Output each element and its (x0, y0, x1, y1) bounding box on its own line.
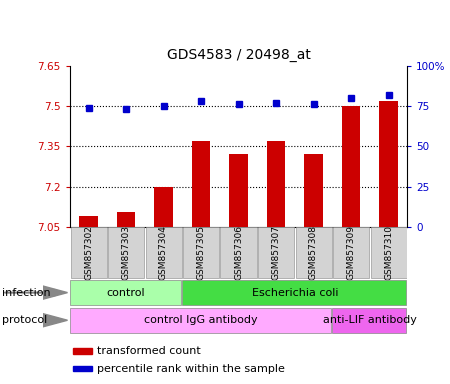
Bar (379, 101, 398, 227)
Bar (73, 348, 92, 354)
Bar (108, 227, 144, 278)
Text: GSM857310: GSM857310 (384, 225, 393, 280)
Bar (332, 308, 406, 333)
Text: control IgG antibody: control IgG antibody (144, 315, 258, 325)
Text: GSM857305: GSM857305 (197, 225, 206, 280)
Bar (304, 154, 323, 227)
Polygon shape (43, 286, 68, 299)
Bar (229, 154, 248, 227)
Bar (73, 366, 92, 371)
Text: percentile rank within the sample: percentile rank within the sample (97, 364, 284, 374)
Bar (220, 227, 256, 278)
Text: GSM857309: GSM857309 (346, 225, 356, 280)
Text: control: control (107, 288, 145, 298)
Bar (266, 141, 285, 227)
Bar (117, 212, 135, 227)
Text: anti-LIF antibody: anti-LIF antibody (323, 315, 417, 325)
Bar (70, 308, 331, 333)
Polygon shape (43, 314, 68, 327)
Text: GSM857308: GSM857308 (309, 225, 318, 280)
Bar (333, 227, 369, 278)
Text: GSM857306: GSM857306 (234, 225, 243, 280)
Bar (342, 106, 360, 227)
Text: Escherichia coli: Escherichia coli (252, 288, 338, 298)
Text: GSM857307: GSM857307 (271, 225, 280, 280)
Text: GSM857303: GSM857303 (122, 225, 130, 280)
Title: GDS4583 / 20498_at: GDS4583 / 20498_at (166, 48, 310, 62)
Bar (370, 227, 406, 278)
Bar (145, 227, 181, 278)
Text: GSM857302: GSM857302 (84, 225, 93, 280)
Text: transformed count: transformed count (97, 346, 201, 356)
Bar (258, 227, 294, 278)
Text: protocol: protocol (2, 315, 48, 325)
Bar (70, 280, 181, 305)
Text: GSM857304: GSM857304 (159, 225, 168, 280)
Bar (71, 227, 107, 278)
Bar (79, 216, 98, 227)
Bar (182, 280, 406, 305)
Bar (183, 227, 219, 278)
Bar (192, 141, 211, 227)
Bar (296, 227, 332, 278)
Text: infection: infection (2, 288, 51, 298)
Bar (154, 187, 173, 227)
